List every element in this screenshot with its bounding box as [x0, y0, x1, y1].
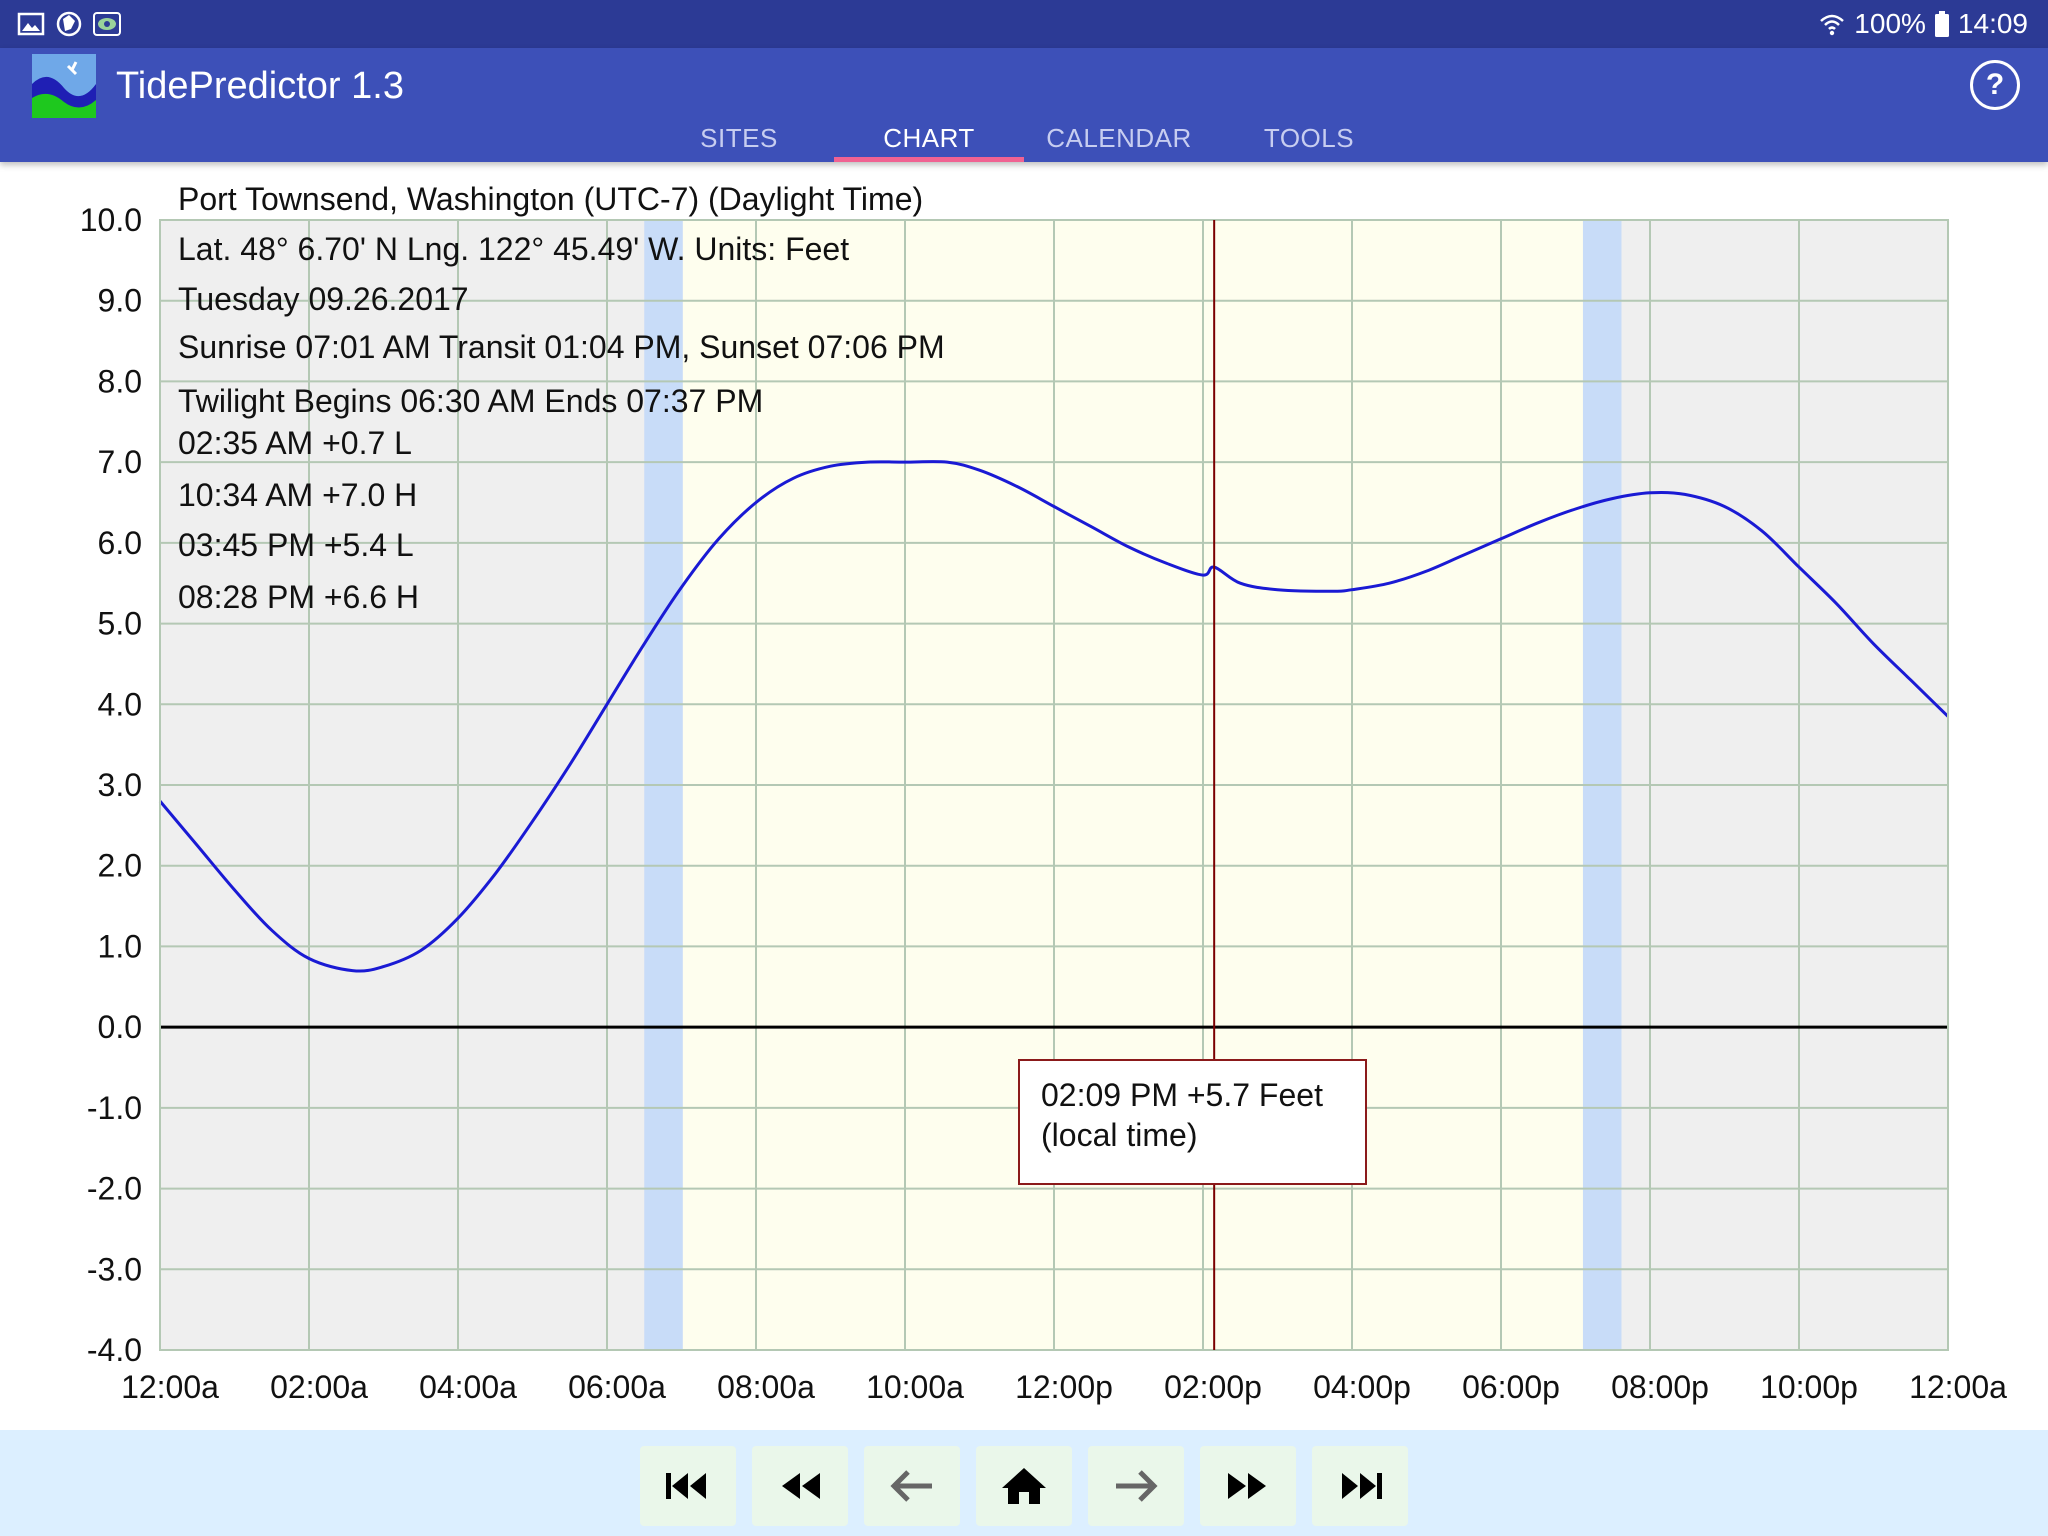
- twilight-times: Twilight Begins 06:30 AM Ends 07:37 PM: [178, 383, 763, 419]
- rewind-icon: [782, 1473, 820, 1499]
- tooltip-note: (local time): [1041, 1117, 1197, 1153]
- y-tick-label: -1.0: [87, 1090, 142, 1126]
- y-tick-label: 10.0: [80, 202, 142, 238]
- x-tick-label: 08:00a: [717, 1369, 815, 1405]
- today-button[interactable]: [976, 1446, 1072, 1526]
- next-day-button[interactable]: [1088, 1446, 1184, 1526]
- x-tick-label: 12:00a: [1909, 1369, 2007, 1405]
- x-tick-label: 02:00a: [270, 1369, 368, 1405]
- nav-footer: [0, 1430, 2048, 1536]
- y-tick-label: 5.0: [98, 606, 142, 642]
- tab-calendar[interactable]: CALENDAR: [1046, 123, 1192, 153]
- tide-curve: [158, 460, 1950, 973]
- previous-day-button[interactable]: [864, 1446, 960, 1526]
- y-tick-label: 8.0: [98, 363, 142, 399]
- y-tick-label: 7.0: [98, 444, 142, 480]
- skip-last-icon: [1342, 1473, 1382, 1499]
- x-tick-label: 08:00p: [1611, 1369, 1709, 1405]
- tab-tools[interactable]: TOOLS: [1263, 123, 1355, 153]
- chart-date: Tuesday 09.26.2017: [178, 281, 469, 317]
- y-tick-label: 3.0: [98, 767, 142, 803]
- tab-chart[interactable]: CHART: [834, 116, 1024, 162]
- help-icon[interactable]: ?: [1970, 60, 2020, 110]
- y-tick-label: 6.0: [98, 525, 142, 561]
- tooltip-value: 02:09 PM +5.7 Feet: [1041, 1077, 1323, 1113]
- y-tick-label: -4.0: [87, 1332, 142, 1368]
- x-tick-label: 10:00p: [1760, 1369, 1858, 1405]
- plot-border: [159, 219, 1949, 1351]
- x-tick-label: 06:00a: [568, 1369, 666, 1405]
- x-tick-label: 04:00p: [1313, 1369, 1411, 1405]
- x-tick-label: 06:00p: [1462, 1369, 1560, 1405]
- last-button[interactable]: [1312, 1446, 1408, 1526]
- home-icon: [1002, 1468, 1046, 1504]
- gallery-icon: [17, 12, 45, 36]
- site-title: Port Townsend, Washington (UTC-7) (Dayli…: [178, 181, 923, 217]
- site-coordinates: Lat. 48° 6.70' N Lng. 122° 45.49' W. Uni…: [178, 231, 849, 267]
- battery-icon: [1934, 11, 1949, 37]
- first-button[interactable]: [640, 1446, 736, 1526]
- y-tick-label: 0.0: [98, 1009, 142, 1045]
- y-tick-label: 1.0: [98, 928, 142, 964]
- x-tick-label: 12:00a: [121, 1369, 219, 1405]
- map-icon: [56, 11, 82, 37]
- tab-sites[interactable]: SITES: [700, 123, 778, 153]
- tide-event: 10:34 AM +7.0 H: [178, 477, 417, 513]
- fast-forward-icon: [1228, 1473, 1266, 1499]
- x-tick-label: 02:00p: [1164, 1369, 1262, 1405]
- y-tick-label: 4.0: [98, 686, 142, 722]
- arrow-right-icon: [1116, 1470, 1158, 1502]
- clock: 14:09: [1957, 8, 2028, 39]
- tide-event: 08:28 PM +6.6 H: [178, 579, 419, 615]
- tide-event: 03:45 PM +5.4 L: [178, 527, 414, 563]
- fast-forward-button[interactable]: [1200, 1446, 1296, 1526]
- rewind-button[interactable]: [752, 1446, 848, 1526]
- arrow-left-icon: [890, 1470, 932, 1502]
- app-title: TidePredictor 1.3: [116, 65, 404, 107]
- wifi-icon: [1820, 14, 1845, 36]
- x-tick-label: 04:00a: [419, 1369, 517, 1405]
- y-tick-label: 9.0: [98, 283, 142, 319]
- app-bar: TidePredictor 1.3 ? SITES CHART CALENDAR…: [0, 48, 2048, 162]
- y-tick-label: -2.0: [87, 1171, 142, 1207]
- tide-logo-icon: [32, 54, 96, 118]
- tide-chart[interactable]: 10.0 9.0 8.0 7.0 6.0 5.0 4.0 3.0 2.0 1.0 0.0 -1.0 -2…: [0, 162, 2048, 1430]
- battery-percent: 100%: [1854, 8, 1926, 39]
- x-tick-label: 12:00p: [1015, 1369, 1113, 1405]
- app-icon: [93, 12, 121, 36]
- status-bar: 100% 14:09: [0, 0, 2048, 48]
- skip-first-icon: [666, 1473, 706, 1499]
- cursor-tooltip: 02:09 PM +5.7 Feet (local time): [1018, 1059, 1367, 1185]
- sun-times: Sunrise 07:01 AM Transit 01:04 PM, Sunse…: [178, 329, 945, 365]
- tab-bar: SITES CHART CALENDAR TOOLS: [0, 116, 2048, 162]
- y-tick-label: -3.0: [87, 1251, 142, 1287]
- y-tick-label: 2.0: [98, 848, 142, 884]
- x-tick-label: 10:00a: [866, 1369, 964, 1405]
- tide-event: 02:35 AM +0.7 L: [178, 425, 412, 461]
